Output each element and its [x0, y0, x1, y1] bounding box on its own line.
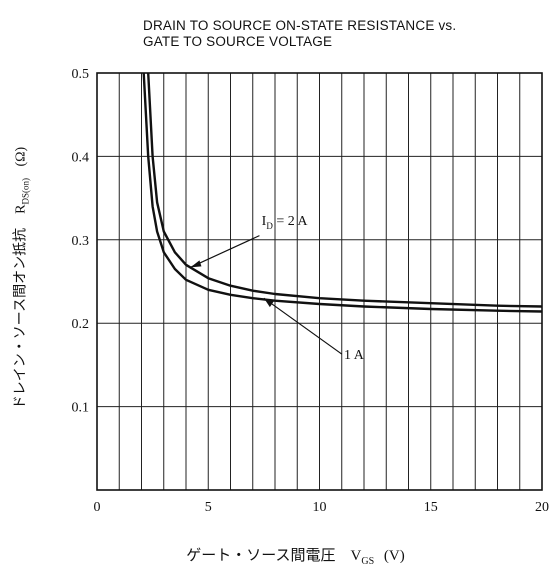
x-axis-label-unit: (V) — [383, 548, 405, 564]
y-tick-label: 0.4 — [72, 150, 90, 165]
chart-title-line-1: DRAIN TO SOURCE ON-STATE RESISTANCE vs. — [143, 18, 457, 33]
series-label-1-leader — [190, 235, 260, 268]
series-label-2: 1 A — [344, 348, 365, 363]
x-tick-label: 20 — [535, 500, 549, 515]
y-tick-label: 0.2 — [72, 317, 90, 332]
chart-title-line-2: GATE TO SOURCE VOLTAGE — [143, 34, 333, 49]
plot-frame — [96, 72, 543, 491]
x-axis-label-subscript: GS — [361, 556, 375, 567]
x-tick-label: 10 — [313, 500, 327, 515]
series-label-2-arrowhead — [263, 298, 274, 308]
series-label-1: ID = 2 A — [262, 214, 309, 231]
y-tick-label: 0.5 — [72, 67, 90, 82]
x-axis-label-text: ゲート・ソース間電圧 V — [186, 548, 362, 564]
y-tick-label: 0.3 — [72, 234, 90, 249]
tick-labels: 0 5 10 15 20 0.1 0.2 0.3 0.4 0.5 — [72, 67, 550, 515]
x-tick-label: 5 — [205, 500, 212, 515]
chart-title: DRAIN TO SOURCE ON-STATE RESISTANCE vs. … — [143, 18, 456, 50]
data-series — [142, 72, 543, 313]
series-label-1-arrowhead — [190, 260, 202, 268]
annotations: ID = 2 A 1 A — [190, 214, 365, 363]
x-tick-label: 15 — [424, 500, 438, 515]
series-label-2-leader — [263, 297, 343, 355]
x-tick-label: 0 — [94, 500, 101, 515]
x-axis-label: ゲート・ソース間電圧 VGS (V) — [0, 544, 555, 567]
grid-lines — [97, 73, 542, 490]
series-line-2 — [142, 72, 543, 313]
y-tick-label: 0.1 — [72, 401, 90, 416]
series-line-1 — [147, 72, 543, 308]
